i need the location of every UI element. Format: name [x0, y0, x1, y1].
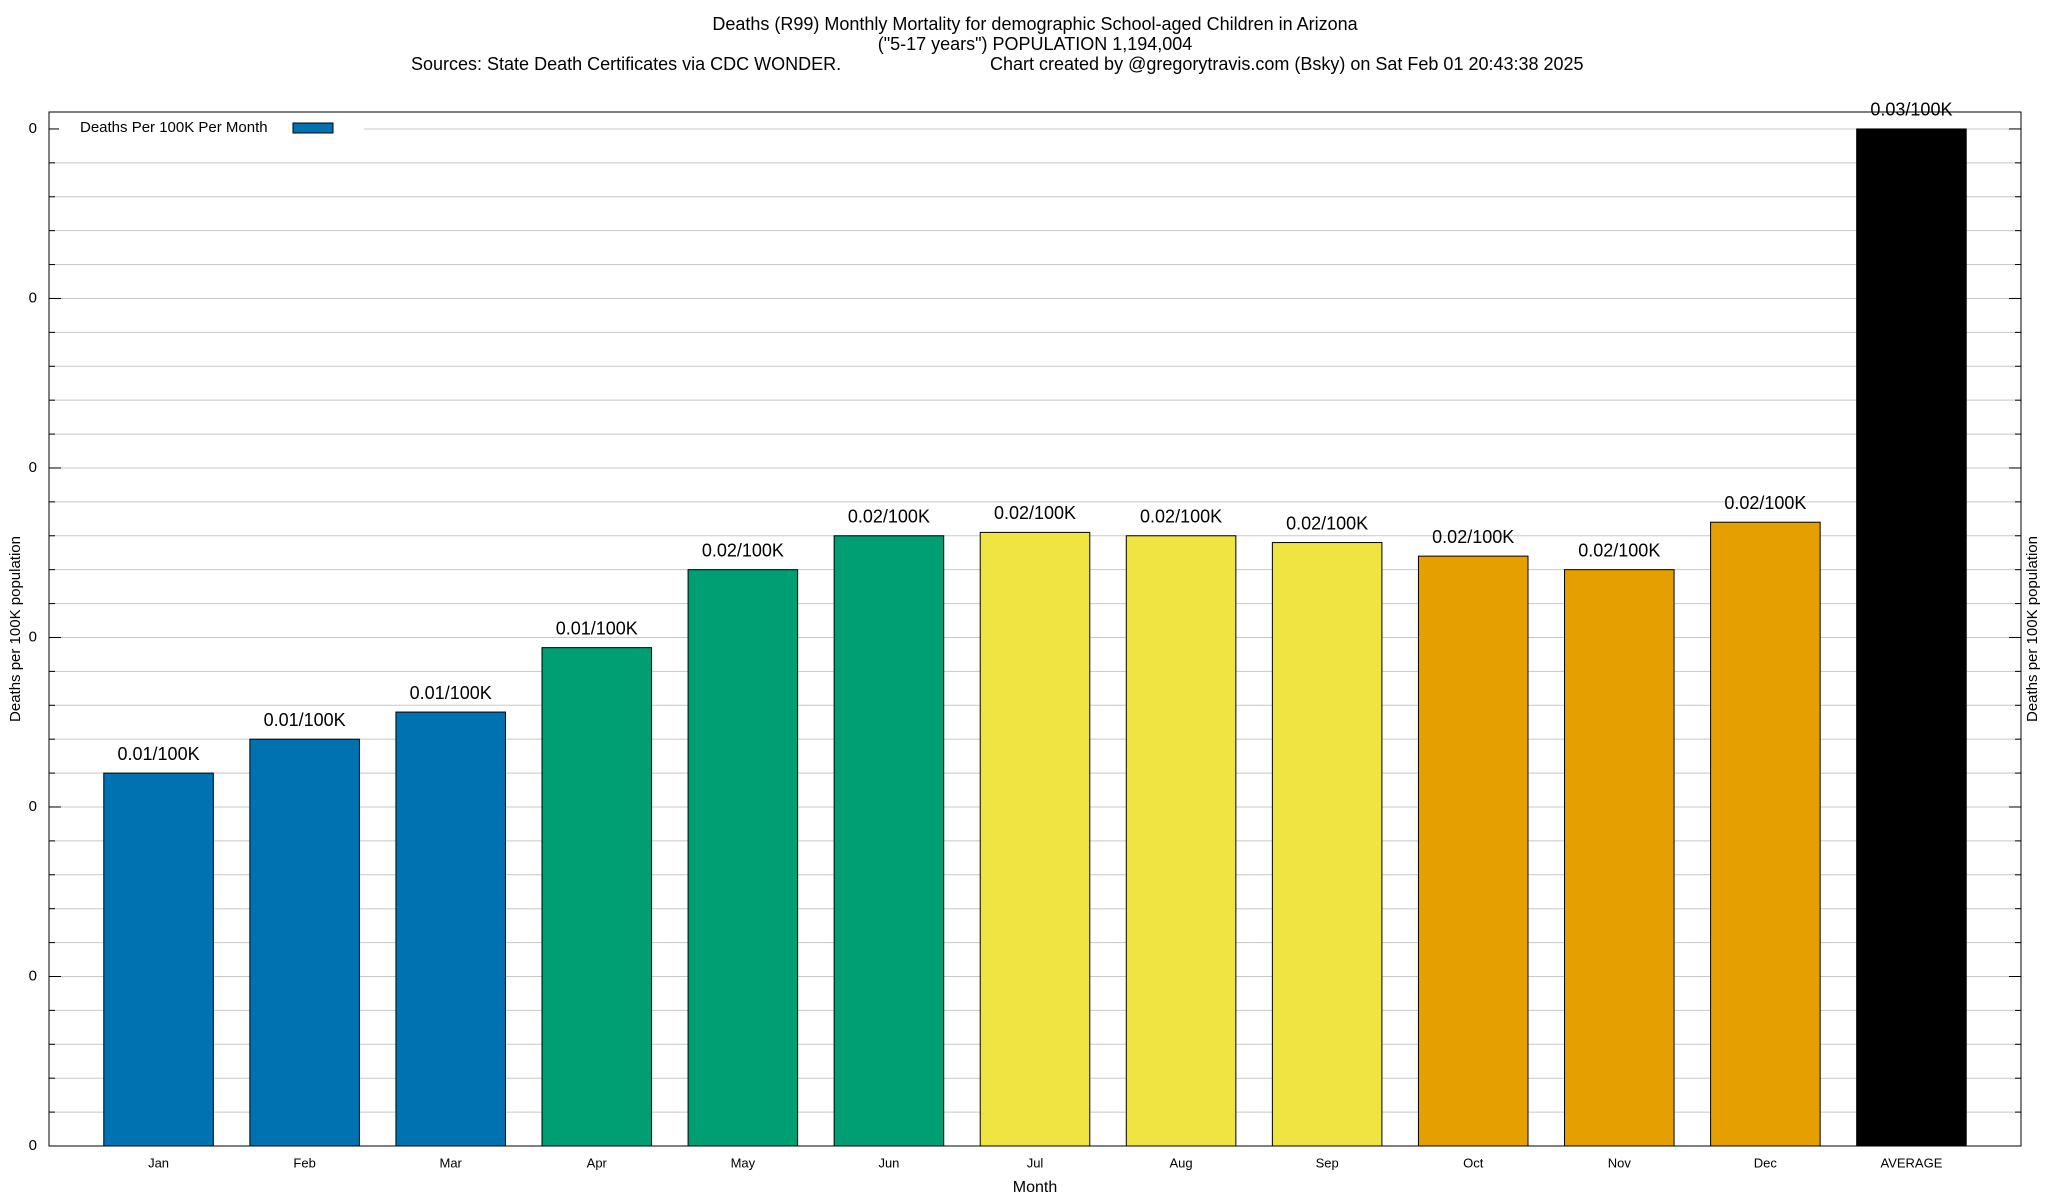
- y-tick-label: 0: [29, 289, 37, 306]
- value-label: 0.02/100K: [1578, 540, 1660, 560]
- bar: [249, 738, 360, 1146]
- x-axis-label: Month: [1013, 1179, 1057, 1196]
- chart-title: Deaths (R99) Monthly Mortality for demog…: [712, 14, 1358, 34]
- y2-axis-label: Deaths per 100K population: [2024, 536, 2041, 722]
- y-axis-label: Deaths per 100K population: [7, 536, 24, 722]
- value-label: 0.02/100K: [1286, 513, 1368, 533]
- bar: [1710, 521, 1821, 1146]
- value-label: 0.03/100K: [1870, 100, 1952, 120]
- y-tick-label: 0: [29, 120, 37, 137]
- y-tick-label: 0: [29, 1137, 37, 1154]
- sources: Sources: State Death Certificates via CD…: [411, 54, 841, 74]
- value-label: 0.02/100K: [848, 507, 930, 527]
- plot-frame: [48, 111, 2022, 1147]
- legend-label: Deaths Per 100K Per Month: [80, 119, 268, 136]
- value-label: 0.01/100K: [556, 618, 638, 638]
- bar: [1856, 128, 1967, 1146]
- bar: [395, 711, 506, 1146]
- y-tick-label: 0: [29, 798, 37, 815]
- x-tick-label: Oct: [1463, 1155, 1484, 1170]
- bar: [541, 647, 653, 1146]
- x-tick-label: Sep: [1316, 1155, 1339, 1170]
- x-tick-label: Aug: [1170, 1155, 1193, 1170]
- bar: [103, 772, 214, 1146]
- value-label: 0.01/100K: [410, 683, 492, 703]
- x-tick-label: Jun: [878, 1155, 899, 1170]
- bar: [833, 535, 945, 1146]
- legend-swatch: [292, 122, 334, 134]
- x-tick-label: Dec: [1754, 1155, 1778, 1170]
- x-tick-label: Jan: [148, 1155, 169, 1170]
- bar: [1271, 542, 1383, 1146]
- x-tick-label: May: [731, 1155, 756, 1170]
- value-label: 0.01/100K: [264, 710, 346, 730]
- value-label: 0.02/100K: [1140, 507, 1222, 527]
- credit: Chart created by @gregorytravis.com (Bsk…: [990, 54, 1584, 74]
- chart-subtitle: ("5-17 years") POPULATION 1,194,004: [878, 34, 1193, 54]
- y-tick-label: 0: [29, 628, 37, 645]
- bar: [1125, 535, 1237, 1146]
- x-tick-label: Nov: [1608, 1155, 1632, 1170]
- value-label: 0.02/100K: [702, 540, 784, 560]
- x-tick-label: Jul: [1027, 1155, 1044, 1170]
- value-label: 0.02/100K: [994, 503, 1076, 523]
- x-tick-label: Mar: [440, 1155, 463, 1170]
- bar: [979, 531, 1091, 1146]
- value-label: 0.02/100K: [1724, 493, 1806, 513]
- value-label: 0.01/100K: [118, 744, 200, 764]
- x-tick-label: AVERAGE: [1880, 1155, 1942, 1170]
- plot-area: [103, 128, 1967, 1146]
- y-tick-label: 0: [29, 967, 37, 984]
- y-tick-label: 0: [29, 459, 37, 476]
- bar: [687, 569, 799, 1146]
- bar: [1564, 569, 1675, 1146]
- value-label: 0.02/100K: [1432, 527, 1514, 547]
- x-tick-label: Apr: [587, 1155, 608, 1170]
- bar: [1417, 555, 1529, 1146]
- x-tick-label: Feb: [293, 1155, 315, 1170]
